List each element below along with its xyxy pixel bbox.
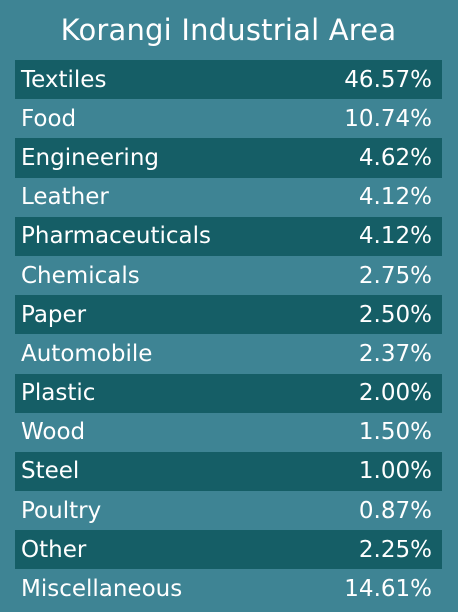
share-value: 14.61% xyxy=(344,576,432,603)
table-row: Plastic 2.00% xyxy=(15,373,442,413)
industry-label: Textiles xyxy=(21,66,107,93)
industry-label: Automobile xyxy=(21,340,153,367)
table-row: Automobile 2.37% xyxy=(15,334,442,373)
table-row: Food 10.74% xyxy=(15,99,442,138)
share-value: 0.87% xyxy=(358,497,432,524)
table-row: Leather 4.12% xyxy=(15,178,442,217)
share-value: 46.57% xyxy=(344,66,432,93)
share-value: 4.12% xyxy=(358,184,432,211)
share-value: 2.75% xyxy=(358,262,432,289)
industry-label: Pharmaceuticals xyxy=(21,223,211,250)
share-value: 10.74% xyxy=(344,105,432,132)
table-row: Other 2.25% xyxy=(15,530,442,570)
share-value: 2.25% xyxy=(358,536,432,563)
table-row: Wood 1.50% xyxy=(15,413,442,452)
industry-label: Poultry xyxy=(21,497,102,524)
industry-label: Food xyxy=(21,105,77,132)
table-row: Miscellaneous 14.61% xyxy=(15,569,442,608)
table-row: Steel 1.00% xyxy=(15,451,442,492)
table-row: Textiles 46.57% xyxy=(15,60,442,100)
table-row: Poultry 0.87% xyxy=(15,491,442,530)
industry-label: Chemicals xyxy=(21,262,140,289)
share-value: 2.37% xyxy=(358,340,432,367)
share-value: 4.62% xyxy=(358,144,432,171)
table-row: Pharmaceuticals 4.12% xyxy=(15,216,442,256)
industry-label: Wood xyxy=(21,419,86,446)
table-row: Chemicals 2.75% xyxy=(15,256,442,295)
industry-label: Engineering xyxy=(21,144,159,171)
share-value: 2.50% xyxy=(358,301,432,328)
share-value: 2.00% xyxy=(358,380,432,407)
industry-label: Steel xyxy=(21,458,80,485)
share-value: 4.12% xyxy=(358,223,432,250)
share-value: 1.00% xyxy=(358,458,432,485)
industry-label: Leather xyxy=(21,184,109,211)
table-title: Korangi Industrial Area xyxy=(60,13,397,47)
industry-label: Miscellaneous xyxy=(21,576,183,603)
industry-label: Paper xyxy=(21,301,87,328)
table-body: Textiles 46.57% Food 10.74% Engineering 4.62%… xyxy=(15,60,442,609)
industry-label: Other xyxy=(21,536,87,563)
industry-label: Plastic xyxy=(21,380,96,407)
share-value: 1.50% xyxy=(358,419,432,446)
table-row: Engineering 4.62% xyxy=(15,138,442,178)
table-row: Paper 2.50% xyxy=(15,295,442,335)
